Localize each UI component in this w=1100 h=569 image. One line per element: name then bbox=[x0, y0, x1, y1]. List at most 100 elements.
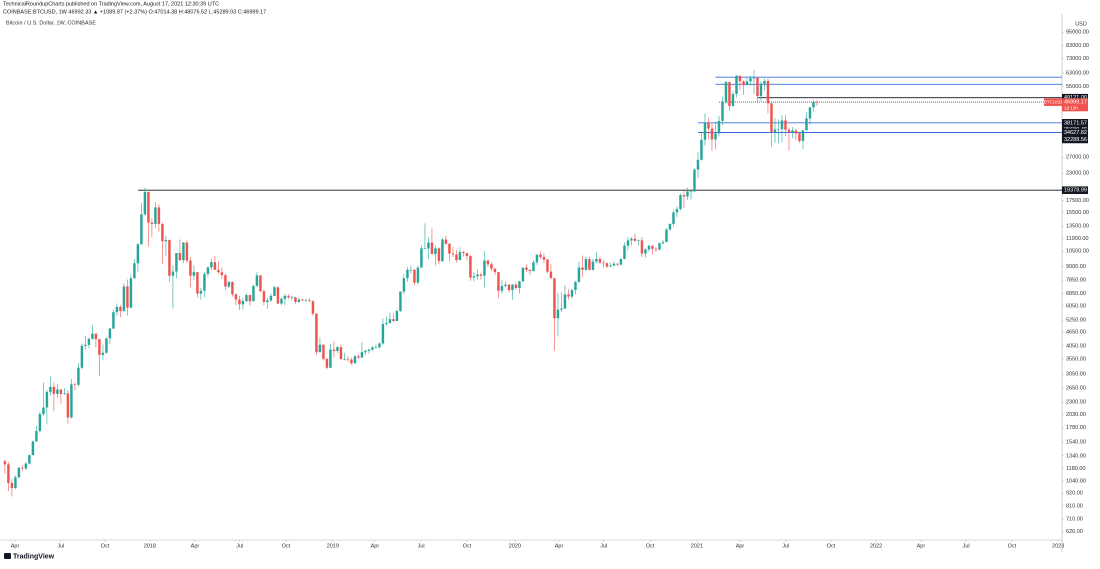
y-tick-label: 1780.00 bbox=[1066, 425, 1086, 431]
candle-body bbox=[511, 284, 514, 291]
candle-body bbox=[308, 300, 311, 302]
candle-body bbox=[189, 260, 192, 276]
last-price-box bbox=[1062, 98, 1088, 112]
candle-body bbox=[518, 281, 521, 288]
candle-body bbox=[140, 214, 143, 245]
candle-body bbox=[196, 272, 199, 294]
candle-body bbox=[339, 347, 343, 359]
x-tick-label: 2018 bbox=[144, 543, 156, 549]
candle-body bbox=[742, 81, 745, 86]
candle-body bbox=[770, 103, 773, 133]
candle-body bbox=[199, 290, 203, 294]
candle-body bbox=[465, 253, 469, 257]
candle-body bbox=[346, 358, 350, 360]
level-label: 38171.57 bbox=[1064, 120, 1087, 126]
candle-body bbox=[399, 291, 402, 312]
x-tick-label: Apr bbox=[191, 543, 200, 549]
candle-body bbox=[504, 284, 507, 286]
y-tick-label: 7850.00 bbox=[1066, 278, 1086, 284]
candle-body bbox=[52, 386, 56, 394]
candle-body bbox=[633, 238, 637, 241]
candle-body bbox=[577, 267, 581, 282]
candle-body bbox=[609, 265, 612, 267]
candle-body bbox=[749, 78, 752, 82]
publisher-line: TechnicalRoundupCharts published on Trad… bbox=[3, 1, 219, 7]
x-tick-label: Jul bbox=[600, 543, 607, 549]
x-tick-label: Jul bbox=[418, 543, 425, 549]
x-tick-label: Oct bbox=[827, 543, 836, 549]
candle-body bbox=[560, 308, 563, 310]
y-tick-label: 710.00 bbox=[1066, 516, 1083, 522]
candle-body bbox=[147, 191, 150, 223]
candle-body bbox=[514, 284, 518, 288]
candle-body bbox=[350, 359, 353, 364]
candle-body bbox=[231, 281, 234, 295]
candle-body bbox=[479, 274, 483, 276]
y-tick-label: 15500.00 bbox=[1066, 210, 1089, 216]
countdown-label: 1d 12h bbox=[1064, 105, 1078, 110]
candle-body bbox=[598, 259, 602, 263]
candle-body bbox=[525, 267, 528, 270]
candle-body bbox=[647, 245, 651, 250]
candle-body bbox=[812, 102, 815, 108]
candle-body bbox=[668, 223, 672, 230]
candle-body bbox=[255, 275, 259, 286]
y-tick-label: 920.00 bbox=[1066, 491, 1083, 497]
y-tick-label: 3050.00 bbox=[1066, 372, 1086, 378]
candle-body bbox=[780, 120, 784, 130]
candle-body bbox=[73, 384, 77, 385]
candle-body bbox=[616, 263, 619, 265]
candle-body bbox=[185, 242, 189, 261]
candle-body bbox=[444, 239, 448, 244]
candle-body bbox=[507, 284, 511, 291]
candle-body bbox=[108, 328, 112, 339]
candle-body bbox=[157, 207, 161, 224]
candle-body bbox=[595, 259, 598, 262]
candle-body bbox=[528, 269, 532, 271]
candle-body bbox=[413, 269, 416, 283]
level-label-box bbox=[1062, 135, 1088, 144]
y-tick-label: 1340.00 bbox=[1066, 453, 1086, 459]
y-tick-label: 55000.00 bbox=[1066, 84, 1089, 90]
candle-body bbox=[763, 80, 766, 84]
y-tick-label: 1040.00 bbox=[1066, 479, 1086, 485]
x-tick-label: Apr bbox=[736, 543, 745, 549]
candle-body bbox=[553, 278, 556, 319]
x-tick-label: Oct bbox=[463, 543, 472, 549]
candle-body bbox=[707, 122, 710, 129]
y-tick-label: 810.00 bbox=[1066, 503, 1083, 509]
candle-body bbox=[476, 274, 479, 277]
candle-body bbox=[612, 263, 616, 266]
candle-body bbox=[35, 431, 38, 442]
candle-body bbox=[672, 212, 675, 224]
candle-body bbox=[794, 130, 798, 134]
candle-body bbox=[280, 298, 283, 304]
candle-body bbox=[182, 242, 185, 261]
candle-body bbox=[59, 389, 63, 394]
candle-body bbox=[234, 294, 238, 300]
x-tick-label: Apr bbox=[11, 543, 20, 549]
candle-body bbox=[623, 245, 626, 260]
candle-body bbox=[290, 297, 294, 298]
candle-body bbox=[626, 240, 630, 246]
candle-body bbox=[105, 338, 108, 353]
candle-body bbox=[77, 367, 80, 385]
candle-body bbox=[686, 191, 689, 197]
candle-body bbox=[325, 358, 329, 368]
candle-body bbox=[84, 344, 87, 346]
candle-body bbox=[787, 129, 791, 133]
candle-body bbox=[532, 262, 535, 271]
candle-body bbox=[220, 272, 224, 276]
candle-body bbox=[703, 122, 707, 140]
candle-body bbox=[91, 333, 94, 339]
candle-body bbox=[434, 248, 437, 255]
candle-body bbox=[388, 319, 392, 323]
candle-body bbox=[371, 347, 374, 350]
candle-body bbox=[3, 461, 7, 465]
candle-body bbox=[773, 129, 777, 133]
candle-body bbox=[570, 290, 574, 297]
candle-body bbox=[63, 393, 66, 395]
candle-body bbox=[115, 306, 119, 313]
